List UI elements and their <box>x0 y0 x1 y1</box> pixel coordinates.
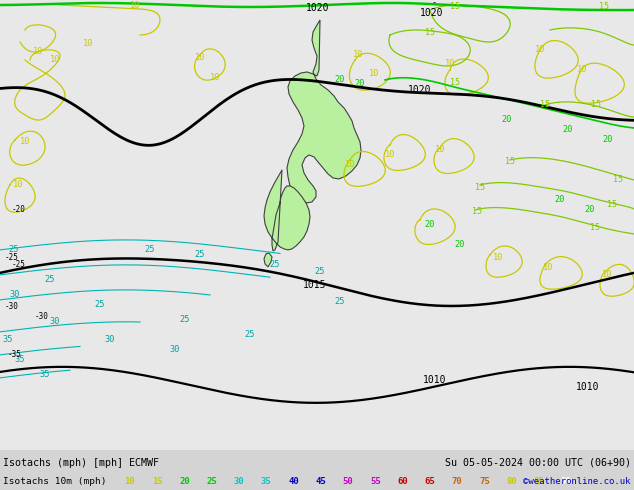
Text: -35: -35 <box>8 350 22 359</box>
Text: 10: 10 <box>83 40 93 49</box>
Text: 15: 15 <box>540 100 550 109</box>
Text: 10: 10 <box>125 477 135 486</box>
Text: 1015: 1015 <box>303 280 327 290</box>
Text: 10: 10 <box>534 46 545 54</box>
Text: -30: -30 <box>5 302 19 311</box>
Text: 90: 90 <box>561 477 571 486</box>
Text: ©weatheronline.co.uk: ©weatheronline.co.uk <box>523 477 631 486</box>
Text: 10: 10 <box>33 48 43 56</box>
Text: 1020: 1020 <box>306 3 330 13</box>
Text: 10: 10 <box>385 150 395 159</box>
Text: 15: 15 <box>425 28 435 38</box>
Text: 10: 10 <box>369 70 379 78</box>
Text: 10: 10 <box>13 180 23 190</box>
Text: 25: 25 <box>335 297 346 306</box>
Text: 10: 10 <box>49 55 60 65</box>
Text: -30: -30 <box>35 312 49 321</box>
Text: -25: -25 <box>5 253 19 263</box>
Text: 35: 35 <box>15 355 25 365</box>
Text: 20: 20 <box>555 196 566 204</box>
Text: 30: 30 <box>234 477 244 486</box>
Text: 10: 10 <box>493 253 503 263</box>
Text: 35: 35 <box>3 335 13 344</box>
Text: 25: 25 <box>180 316 190 324</box>
Text: 1020: 1020 <box>408 85 432 95</box>
Text: 30: 30 <box>170 345 180 354</box>
Polygon shape <box>287 20 361 203</box>
Text: 20: 20 <box>179 477 190 486</box>
Text: -20: -20 <box>12 205 26 215</box>
Text: 10: 10 <box>130 1 140 10</box>
Text: 15: 15 <box>152 477 162 486</box>
Text: 10: 10 <box>345 160 355 170</box>
Text: 15: 15 <box>450 78 460 88</box>
Text: 15: 15 <box>607 200 617 209</box>
Text: 10: 10 <box>543 264 553 272</box>
Text: 10: 10 <box>210 74 220 82</box>
Text: Isotachs (mph) [mph] ECMWF: Isotachs (mph) [mph] ECMWF <box>3 458 159 468</box>
Text: 1020: 1020 <box>420 8 444 18</box>
Text: 15: 15 <box>450 2 460 11</box>
Text: 20: 20 <box>603 135 613 145</box>
Text: 20: 20 <box>425 220 436 229</box>
Text: 75: 75 <box>479 477 489 486</box>
Text: 40: 40 <box>288 477 299 486</box>
Text: 10: 10 <box>435 146 445 154</box>
Text: 1010: 1010 <box>424 375 447 385</box>
Text: 25: 25 <box>9 245 19 254</box>
Text: 25: 25 <box>269 260 280 270</box>
Text: 15: 15 <box>613 175 623 184</box>
Text: 20: 20 <box>355 79 365 89</box>
Text: 85: 85 <box>534 477 544 486</box>
Text: 10: 10 <box>444 59 455 69</box>
Text: 15: 15 <box>591 100 601 109</box>
Text: -: - <box>432 0 436 7</box>
Text: 15: 15 <box>475 183 485 193</box>
Text: 80: 80 <box>507 477 517 486</box>
Text: 30: 30 <box>105 335 115 344</box>
Text: 25: 25 <box>207 477 217 486</box>
Text: 25: 25 <box>245 330 256 340</box>
Text: 20: 20 <box>563 125 573 134</box>
Text: 55: 55 <box>370 477 380 486</box>
Text: 15: 15 <box>472 207 482 217</box>
Text: 45: 45 <box>316 477 326 486</box>
Polygon shape <box>264 170 310 251</box>
Text: 20: 20 <box>585 205 595 215</box>
Text: 15: 15 <box>599 2 609 11</box>
Text: Isotachs 10m (mph): Isotachs 10m (mph) <box>3 477 107 486</box>
Text: 10: 10 <box>577 66 587 74</box>
Text: 70: 70 <box>452 477 462 486</box>
Text: 20: 20 <box>501 116 512 124</box>
Text: 15: 15 <box>590 223 600 232</box>
Text: 25: 25 <box>94 300 105 309</box>
Text: 10: 10 <box>353 50 363 59</box>
Text: 65: 65 <box>425 477 435 486</box>
Text: 10: 10 <box>195 53 205 63</box>
Text: 60: 60 <box>398 477 408 486</box>
Polygon shape <box>264 253 272 267</box>
Text: 50: 50 <box>343 477 353 486</box>
Text: 20: 20 <box>335 75 346 84</box>
Text: 35: 35 <box>40 370 50 379</box>
Text: 20: 20 <box>455 241 465 249</box>
Text: 35: 35 <box>261 477 271 486</box>
Text: 25: 25 <box>314 268 325 276</box>
Text: 10: 10 <box>20 137 30 147</box>
Text: 30: 30 <box>49 318 60 326</box>
Text: 10: 10 <box>602 270 612 279</box>
Text: 15: 15 <box>505 157 515 167</box>
Text: 25: 25 <box>145 245 155 254</box>
Text: -25: -25 <box>12 260 26 270</box>
Text: 30: 30 <box>10 291 20 299</box>
Text: Su 05-05-2024 00:00 UTC (06+90): Su 05-05-2024 00:00 UTC (06+90) <box>445 458 631 468</box>
Text: 25: 25 <box>195 250 205 259</box>
Text: 25: 25 <box>45 275 55 284</box>
Text: 1010: 1010 <box>576 382 600 392</box>
